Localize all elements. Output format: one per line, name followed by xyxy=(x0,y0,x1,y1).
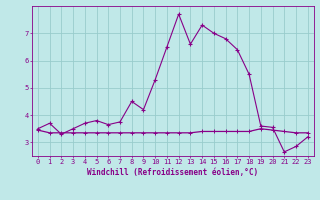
X-axis label: Windchill (Refroidissement éolien,°C): Windchill (Refroidissement éolien,°C) xyxy=(87,168,258,177)
